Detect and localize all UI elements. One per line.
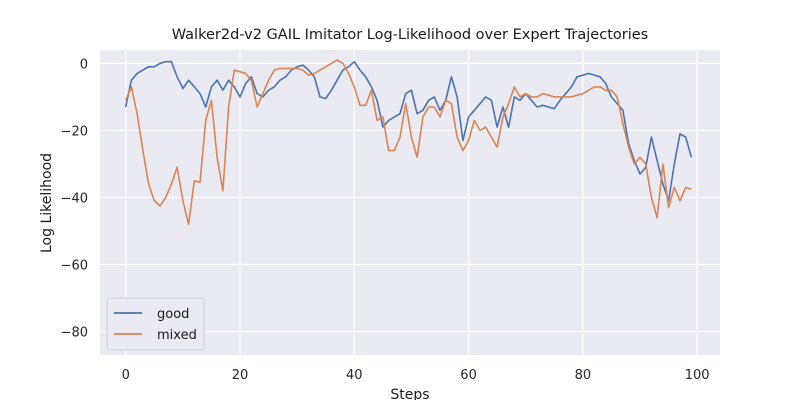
y-tick-label: −80 <box>61 326 88 341</box>
y-axis-label: Log Likelihood <box>39 153 55 253</box>
x-tick-label: 20 <box>232 368 249 383</box>
legend-label-good: good <box>157 307 189 322</box>
legend-label-mixed: mixed <box>157 328 197 343</box>
grid-lines <box>100 50 720 355</box>
x-tick-label: 40 <box>346 368 363 383</box>
y-tick-label: −40 <box>61 191 88 206</box>
chart-title: Walker2d-v2 GAIL Imitator Log-Likelihood… <box>172 27 648 43</box>
y-tick-label: 0 <box>80 57 88 72</box>
series-line-mixed <box>124 59 692 226</box>
x-tick-label: 80 <box>575 368 592 383</box>
tick-labels: 0 20 40 60 80 100 0 −20 −40 −60 −80 <box>61 57 710 383</box>
y-tick-label: −20 <box>61 124 88 139</box>
x-axis-label: Steps <box>390 387 429 400</box>
x-tick-label: 60 <box>460 368 477 383</box>
series-line-good <box>124 60 693 202</box>
y-tick-label: −60 <box>61 259 88 274</box>
legend-box <box>106 297 205 351</box>
series-lines <box>124 59 693 226</box>
x-tick-label: 100 <box>685 368 710 383</box>
legend: good mixed <box>106 297 205 351</box>
x-tick-label: 0 <box>122 368 130 383</box>
